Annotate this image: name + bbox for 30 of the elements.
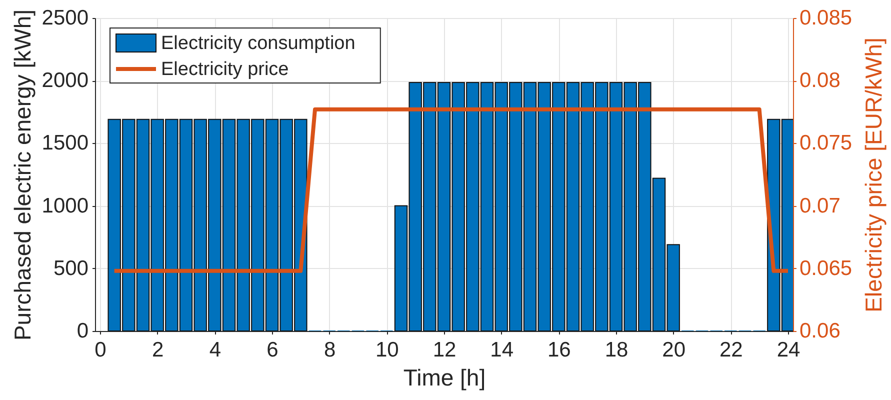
legend-label: Electricity consumption bbox=[161, 33, 356, 54]
x-axis-title: Time [h] bbox=[403, 364, 486, 390]
y-tick-label: 1000 bbox=[42, 194, 88, 218]
y2-tick-label: 0.075 bbox=[800, 132, 852, 155]
y-tick-label: 0 bbox=[76, 320, 88, 342]
x-tick-label: 0 bbox=[94, 338, 106, 362]
x-tick-label: 18 bbox=[604, 338, 628, 362]
y-tick-label: 1500 bbox=[42, 132, 88, 155]
x-tick-label: 10 bbox=[375, 338, 399, 362]
x-tick-label: 24 bbox=[776, 338, 800, 362]
y2-tick-label: 0.08 bbox=[800, 69, 840, 92]
y-axis-title: Purchased electric energy [kWh] bbox=[10, 9, 36, 341]
y-tick-label: 2000 bbox=[42, 69, 88, 92]
y2-tick-label: 0.07 bbox=[800, 194, 840, 218]
x-tick-label: 8 bbox=[324, 338, 336, 362]
y2-axis-title: Electricity price [EUR/kWh] bbox=[860, 38, 886, 312]
y2-tick-label: 0.085 bbox=[800, 6, 852, 30]
y2-tick-label: 0.06 bbox=[800, 320, 840, 342]
y-tick-label: 2500 bbox=[42, 6, 88, 30]
x-tick-label: 16 bbox=[547, 338, 571, 362]
x-tick-label: 6 bbox=[266, 338, 278, 362]
y-tick-label: 500 bbox=[53, 256, 88, 280]
x-tick-label: 22 bbox=[719, 338, 743, 362]
y2-tick-label: 0.065 bbox=[800, 256, 852, 280]
x-tick-label: 2 bbox=[152, 338, 164, 362]
x-tick-label: 4 bbox=[209, 338, 222, 362]
x-tick-label: 20 bbox=[662, 338, 686, 362]
legend-label: Electricity price bbox=[161, 59, 289, 80]
x-tick-label: 12 bbox=[432, 338, 456, 362]
x-tick-label: 14 bbox=[490, 338, 514, 362]
